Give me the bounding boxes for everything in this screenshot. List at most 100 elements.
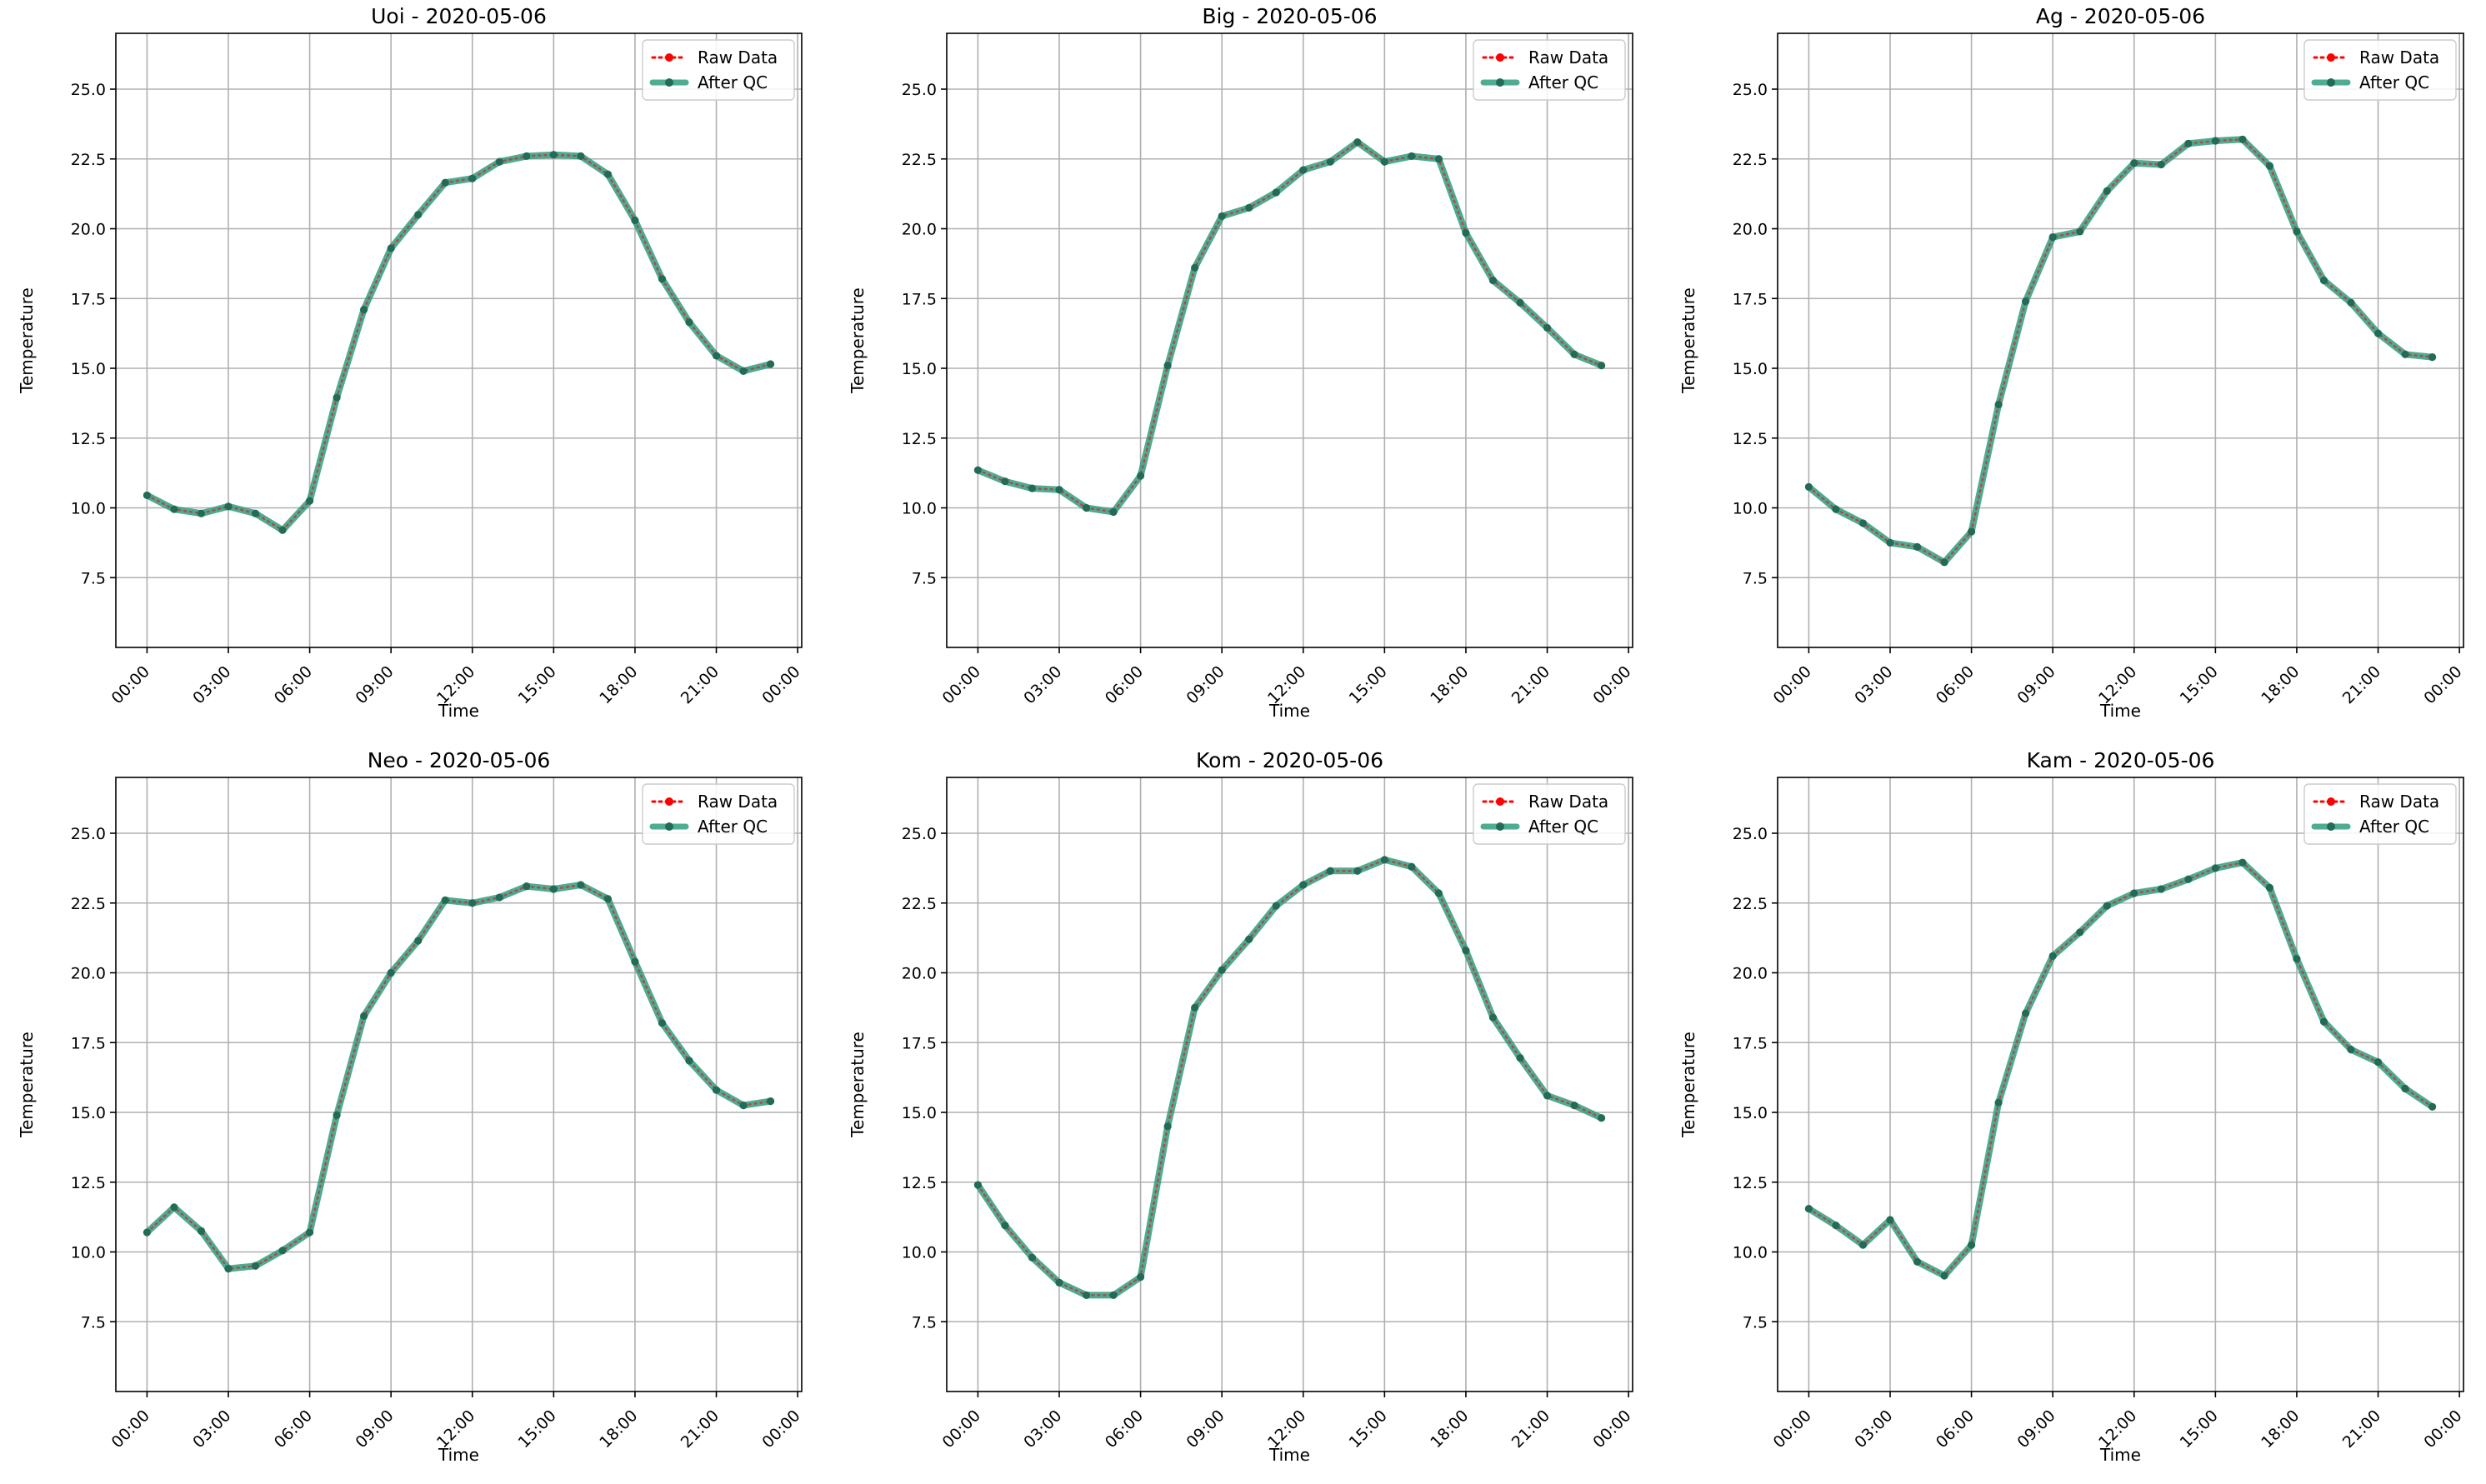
after-qc-point	[1886, 538, 1894, 547]
y-axis-label: Temperature	[848, 287, 868, 394]
x-tick-label: 00:00	[1589, 1407, 1634, 1452]
legend: Raw Data After QC	[2303, 783, 2457, 845]
after-qc-point	[1804, 1204, 1813, 1213]
axes-frame	[1777, 777, 2464, 1392]
axes-frame	[115, 777, 803, 1392]
x-axis-label: Time	[438, 1445, 479, 1465]
after-qc-point	[278, 1247, 287, 1255]
after-qc-point	[1804, 482, 1813, 491]
subplot-3: 00:00 03:00 06:00 09:00 12:00 15:00 18:00 21:00…	[1678, 4, 2466, 721]
x-tick-label: 21:00	[678, 662, 723, 707]
after-qc-point	[631, 216, 639, 225]
after-qc-point	[1832, 1222, 1840, 1230]
after-qc-point	[631, 957, 639, 966]
series-line-raw-data	[1808, 138, 2433, 564]
after-qc-point	[1967, 1241, 1976, 1249]
after-qc-point	[2076, 227, 2084, 236]
legend-label-after-qc: After QC	[2359, 817, 2429, 837]
after-qc-point	[1488, 1013, 1498, 1022]
after-qc-point	[468, 899, 477, 907]
x-tick-label: 15:00	[1346, 1407, 1391, 1452]
x-tick-label: 21:00	[2339, 662, 2384, 707]
subplot-2: 00:00 03:00 06:00 09:00 12:00 15:00 18:00 21:00…	[848, 4, 1635, 721]
after-qc-point	[658, 275, 667, 283]
series-line-after-qc	[143, 882, 774, 1272]
after-qc-point	[1272, 188, 1280, 197]
after-qc-point	[2184, 875, 2193, 883]
after-qc-point	[495, 893, 503, 902]
after-qc-point	[2347, 1046, 2355, 1054]
after-qc-point	[1163, 1122, 1172, 1131]
after-qc-point	[2428, 353, 2437, 362]
gridlines	[116, 777, 802, 1392]
after-qc-point	[1434, 155, 1443, 163]
legend: Raw Data After QC	[1473, 783, 1626, 845]
y-tick-label: 12.5	[902, 1174, 937, 1192]
x-tick-label: 03:00	[1851, 662, 1896, 707]
x-tick-label: 00:00	[939, 1407, 984, 1452]
y-tick-label: 12.5	[71, 1174, 106, 1192]
y-tick-label: 12.5	[1733, 1174, 1768, 1192]
x-tick-label: 00:00	[758, 1407, 803, 1452]
gridlines	[947, 777, 1633, 1392]
after-qc-point	[2157, 160, 2165, 169]
after-qc-point	[387, 244, 395, 252]
x-tick-label: 18:00	[2258, 1407, 2303, 1452]
y-axis-label: Temperature	[17, 1032, 37, 1138]
legend: Raw Data After QC	[642, 783, 795, 845]
x-tick-label: 09:00	[352, 1407, 397, 1452]
after-qc-point	[1326, 157, 1334, 166]
y-tick-label: 17.5	[71, 1034, 106, 1052]
after-qc-point	[603, 895, 613, 903]
after-qc-point	[1913, 1257, 1922, 1266]
y-tick-label: 20.0	[1733, 965, 1768, 983]
x-tick-label: 18:00	[1427, 662, 1472, 707]
after-qc-point	[1299, 166, 1308, 174]
after-qc-point	[1543, 1092, 1552, 1100]
x-tick-label: 18:00	[2258, 662, 2303, 707]
y-tick-label: 17.5	[902, 1034, 937, 1052]
after-qc-point	[973, 1181, 983, 1189]
y-tick-label: 20.0	[71, 221, 106, 239]
x-tick-label: 00:00	[2420, 1407, 2465, 1452]
x-tick-label: 09:00	[2013, 1407, 2058, 1452]
after-qc-point	[1082, 1291, 1091, 1300]
after-qc-point	[549, 151, 558, 159]
legend-label-raw-data: Raw Data	[1528, 47, 1608, 67]
after-qc-point	[2130, 889, 2138, 897]
after-qc-point	[1353, 138, 1362, 147]
after-qc-point	[333, 1111, 341, 1119]
after-qc-point	[577, 881, 585, 889]
after-qc-point	[2401, 1084, 2409, 1093]
x-tick-label: 00:00	[108, 1407, 153, 1452]
after-qc-point	[2157, 885, 2165, 893]
after-qc-point	[2048, 232, 2057, 242]
y-tick-label: 25.0	[1733, 825, 1768, 843]
after-qc-point	[1028, 484, 1037, 492]
after-qc-point	[2238, 135, 2247, 143]
after-qc-point	[1462, 228, 1470, 237]
x-tick-label: 21:00	[2339, 1407, 2384, 1452]
x-tick-label: 15:00	[515, 662, 560, 707]
y-tick-label: 22.5	[71, 151, 106, 169]
subplot-title: Kom - 2020-05-06	[1196, 748, 1383, 772]
subplot-title: Kam - 2020-05-06	[2027, 748, 2215, 772]
y-tick-label: 15.0	[902, 1104, 937, 1122]
legend: Raw Data After QC	[1473, 39, 1626, 101]
y-axis-label: Temperature	[1678, 1032, 1698, 1138]
after-qc-point	[2319, 1017, 2328, 1026]
x-tick-label: 00:00	[1770, 662, 1815, 707]
series-line-raw-data	[146, 153, 772, 532]
legend-label-raw-data: Raw Data	[2359, 792, 2439, 812]
after-qc-point	[523, 882, 531, 891]
after-qc-point	[1994, 400, 2003, 409]
x-tick-label: 03:00	[1851, 1407, 1896, 1452]
y-tick-label: 25.0	[1733, 81, 1768, 99]
after-qc-point	[1001, 1222, 1009, 1230]
after-qc-point	[766, 360, 775, 368]
subplot-4: 00:00 03:00 06:00 09:00 12:00 15:00 18:00 21:00…	[17, 748, 804, 1465]
y-tick-label: 20.0	[902, 965, 937, 983]
x-tick-label: 06:00	[1102, 1407, 1147, 1452]
legend-marker-raw-data	[1496, 797, 1504, 806]
x-tick-label: 06:00	[271, 662, 316, 707]
